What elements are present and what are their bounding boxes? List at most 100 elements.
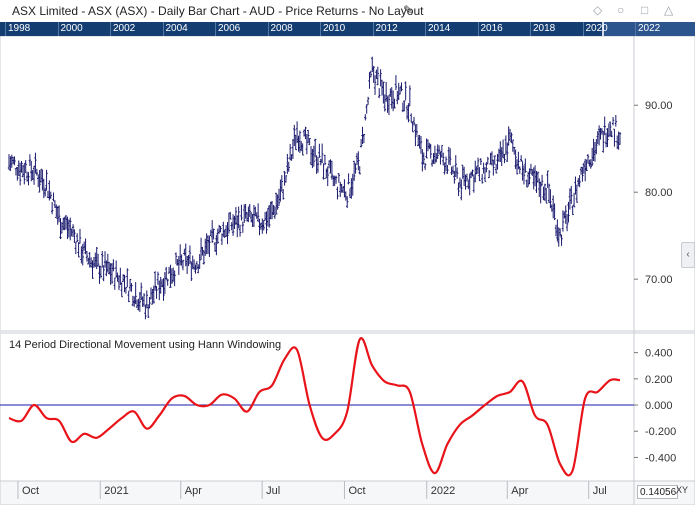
price-bar [298, 130, 302, 153]
diamond-icon[interactable]: ◇ [593, 3, 603, 17]
price-bar [294, 134, 297, 151]
indicator-y-tick-label: 0.000 [645, 400, 673, 412]
price-bar [28, 154, 32, 166]
indicator-title: 14 Period Directional Movement using Han… [9, 339, 281, 351]
price-bar [503, 153, 506, 164]
timeline-year-label: 1998 [8, 23, 31, 34]
price-bar [522, 165, 526, 185]
price-bar [536, 171, 540, 183]
price-bar [91, 260, 94, 279]
indicator-value-readout: 0.1405640 [637, 485, 678, 499]
price-bar [384, 81, 388, 102]
price-bar [173, 270, 176, 287]
price-bar [320, 143, 324, 164]
price-bar [237, 206, 240, 229]
chart-canvas[interactable]: 70.00 80.00 90.00 14 Period Directional Mov… [0, 36, 695, 505]
price-bar [188, 245, 192, 265]
triangle-icon[interactable]: △ [664, 3, 674, 17]
collapse-panel-handle[interactable]: ‹ [681, 242, 695, 268]
price-bar [422, 152, 425, 165]
price-bar [287, 161, 290, 172]
price-bar [476, 157, 480, 174]
price-bar [545, 188, 548, 204]
price-bar [567, 201, 570, 223]
timeline-year-tick [582, 22, 584, 36]
x-axis-tick-label: Oct [22, 485, 39, 497]
x-axis-tick-label: Jul [266, 485, 280, 497]
price-bar [216, 228, 219, 244]
price-bar [284, 175, 288, 183]
price-bar [581, 166, 584, 182]
timeline-year-label: 2012 [375, 23, 398, 34]
price-bar [364, 114, 367, 121]
price-bar [460, 179, 463, 201]
price-bar [493, 155, 496, 165]
timeline-year-label: 2002 [113, 23, 136, 34]
timeline-year-tick [267, 22, 269, 36]
price-bar [446, 164, 449, 174]
timeline-year-tick [5, 22, 6, 36]
price-bar [275, 192, 278, 215]
circle-icon[interactable]: ○ [617, 3, 625, 17]
price-bar [134, 282, 137, 305]
x-axis-tick-label: 2021 [104, 485, 128, 497]
price-bar [411, 121, 414, 133]
price-bar [603, 116, 606, 136]
price-bar [152, 285, 155, 304]
price-bar [39, 168, 43, 183]
price-bar [481, 173, 484, 184]
price-bar [429, 143, 432, 159]
timeline-year-tick [162, 22, 164, 36]
timeline-year-tick [635, 22, 636, 36]
price-bar [71, 224, 75, 237]
price-bar [379, 69, 382, 87]
indicator-line [8, 337, 621, 477]
price-bar [231, 214, 235, 236]
timeline-year-tick [57, 22, 59, 36]
price-bar [455, 167, 459, 179]
price-bar [322, 163, 325, 180]
timeline-selection-window[interactable] [603, 22, 695, 36]
price-bar [540, 174, 544, 186]
price-bar [453, 170, 456, 184]
price-bar [256, 203, 260, 223]
price-bar [454, 155, 457, 178]
price-bar [24, 160, 27, 174]
price-bar [326, 166, 329, 187]
price-bar [565, 214, 569, 232]
x-axis-tick-label: Jul [593, 485, 607, 497]
square-icon[interactable]: □ [641, 3, 649, 17]
price-bar [272, 205, 275, 216]
price-bar [126, 268, 129, 288]
price-bar [34, 152, 37, 174]
price-bar [286, 153, 289, 174]
timeline-year-tick [110, 22, 111, 36]
xy-toggle-button[interactable]: XY [676, 485, 689, 495]
price-bar [366, 96, 370, 105]
edit-pencil-icon[interactable]: ✎ [403, 3, 414, 17]
price-bar [146, 304, 150, 319]
price-bar [148, 297, 151, 309]
price-bar [492, 159, 495, 176]
price-bar [400, 82, 403, 92]
price-bar [57, 205, 61, 223]
price-bar [506, 142, 509, 162]
price-bar [564, 205, 567, 224]
price-bar [145, 290, 148, 309]
price-bar [589, 159, 592, 169]
price-bar [609, 121, 612, 137]
price-bar [365, 104, 368, 114]
price-bar [198, 254, 201, 269]
price-bar [394, 75, 398, 91]
price-bar [128, 278, 132, 292]
price-bar [194, 264, 197, 274]
price-bar [138, 291, 142, 312]
timeline-selection-handle[interactable] [602, 22, 604, 36]
timeline-navigator[interactable]: 1998 2000 2002 2004 2006 2008 2010 2012 2014 2016… [0, 22, 695, 36]
price-bar [547, 183, 551, 204]
price-bar [578, 175, 581, 188]
price-bar [478, 167, 481, 182]
price-bar [50, 201, 54, 215]
price-bar [85, 251, 89, 262]
